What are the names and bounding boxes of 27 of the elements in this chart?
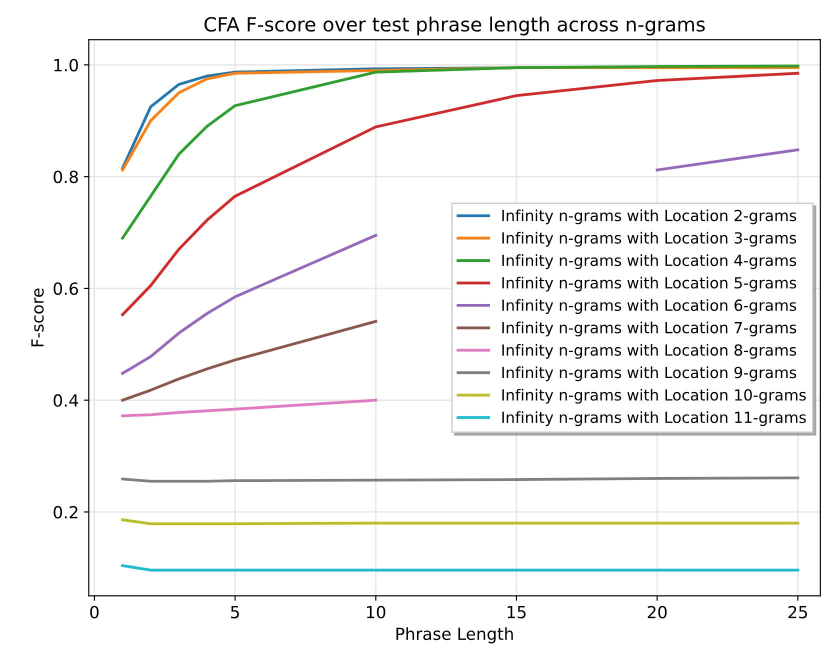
chart-title: CFA F-score over test phrase length across n-grams: [204, 16, 705, 36]
legend-label: Infinity n-grams with Location 2-grams: [502, 209, 796, 224]
y-axis-title: F-score: [31, 288, 44, 346]
x-tick-label: 25: [788, 606, 807, 618]
x-tick-label: 0: [90, 606, 99, 618]
line-series: [121, 398, 378, 418]
legend-label: Infinity n-grams with Location 6-grams: [502, 299, 796, 314]
x-tick-label: 10: [367, 606, 386, 618]
x-tick-label: 5: [231, 606, 239, 618]
y-tick-label: 0.8: [54, 170, 78, 184]
legend-label: Infinity n-grams with Location 7-grams: [502, 322, 796, 336]
line-series: [121, 72, 800, 316]
legend-label: Infinity n-grams with Location 4-grams: [502, 254, 796, 270]
x-axis-title: Phrase Length: [396, 627, 513, 644]
legend-label: Infinity n-grams with Location 9-grams: [502, 366, 796, 382]
line-series: [121, 320, 378, 402]
legend-label: Infinity n-grams with Location 10-grams: [502, 388, 806, 404]
legend-label: Infinity n-grams with Location 3-grams: [502, 232, 796, 247]
legend-label: Infinity n-grams with Location 8-grams: [502, 344, 796, 359]
y-tick-label: 0.6: [54, 282, 78, 295]
x-tick-label: 20: [648, 606, 667, 618]
x-tick-label: 15: [508, 606, 526, 618]
y-tick-label: 0.2: [54, 506, 78, 519]
legend-label: Infinity n-grams with Location 5-grams: [502, 276, 796, 292]
legend-label: Infinity n-grams with Location 11-grams: [502, 411, 806, 426]
y-tick-label: 0.4: [54, 394, 78, 407]
y-tick-label: 1.0: [54, 58, 78, 72]
